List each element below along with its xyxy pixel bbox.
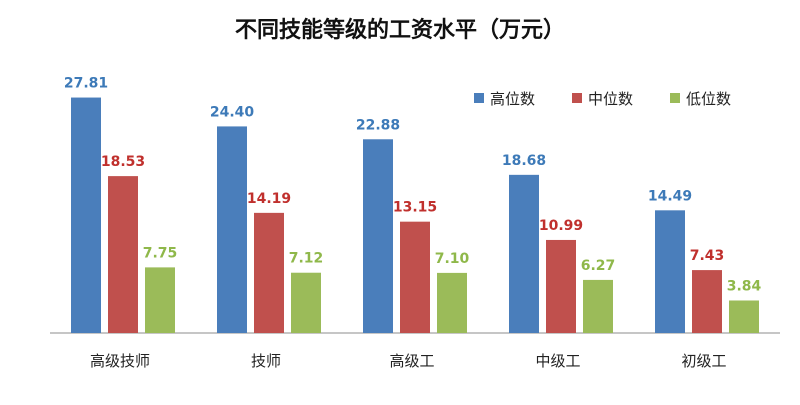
data-label-3-4: 6.27: [581, 258, 616, 274]
legend-swatch-3: [670, 93, 680, 103]
data-label-1-4: 18.68: [502, 153, 546, 169]
data-label-3-2: 7.12: [289, 251, 324, 267]
data-label-2-4: 10.99: [539, 218, 583, 234]
legend-label-2: 中位数: [588, 90, 633, 108]
data-label-1-1: 27.81: [64, 76, 108, 92]
bar-3-5: [729, 300, 759, 333]
data-label-2-1: 18.53: [101, 154, 145, 170]
bar-3-2: [291, 272, 321, 333]
bar-1-5: [655, 210, 685, 333]
bar-3-4: [583, 279, 613, 333]
bar-2-2: [254, 212, 284, 333]
legend-label-1: 高位数: [490, 90, 535, 108]
data-label-2-2: 14.19: [247, 191, 291, 207]
legend-label-3: 低位数: [686, 90, 731, 108]
category-label-2: 技师: [251, 352, 281, 370]
chart-title: 不同技能等级的工资水平（万元）: [234, 18, 565, 43]
bar-2-3: [400, 221, 430, 333]
data-label-1-3: 22.88: [356, 117, 400, 133]
data-label-2-3: 13.15: [393, 200, 437, 216]
data-label-3-1: 7.75: [143, 245, 178, 261]
data-label-3-5: 3.84: [727, 278, 762, 294]
bar-1-2: [217, 126, 247, 333]
data-label-1-5: 14.49: [648, 188, 692, 204]
bar-2-4: [546, 239, 576, 333]
bar-3-1: [145, 267, 175, 333]
data-label-1-2: 24.40: [210, 104, 255, 120]
category-label-5: 初级工: [681, 352, 726, 370]
data-label-3-3: 7.10: [435, 251, 470, 267]
bar-1-4: [509, 174, 539, 333]
legend-swatch-1: [474, 93, 484, 103]
bar-2-1: [108, 176, 138, 333]
bar-2-5: [692, 270, 722, 333]
bar-3-3: [437, 272, 467, 333]
legend-swatch-2: [572, 93, 582, 103]
bar-1-1: [71, 97, 101, 334]
category-label-3: 高级工: [389, 352, 434, 370]
bar-1-3: [363, 139, 393, 333]
data-label-2-5: 7.43: [690, 248, 725, 264]
category-label-4: 中级工: [535, 352, 580, 370]
category-label-1: 高级技师: [90, 352, 150, 370]
